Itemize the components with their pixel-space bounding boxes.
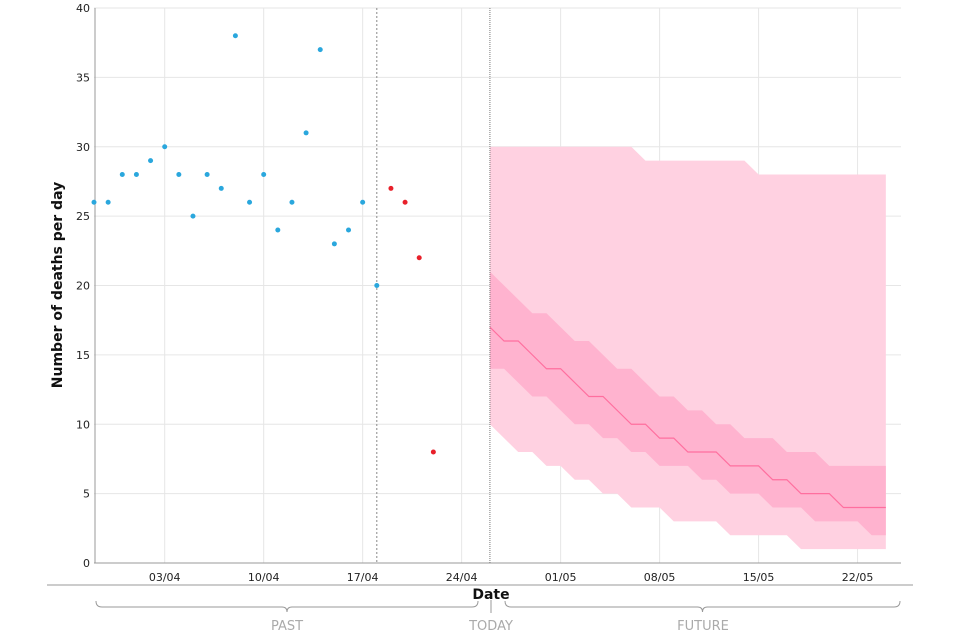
observed-point (261, 172, 267, 177)
y-tick-label: 20 (76, 280, 90, 293)
y-tick-label: 35 (76, 71, 90, 84)
x-tick-label: 15/05 (743, 571, 775, 584)
future-section-label: FUTURE (677, 619, 729, 634)
observed-point (374, 283, 380, 288)
observed-point (133, 172, 139, 177)
observed-point (105, 199, 111, 205)
x-tick-label: 22/05 (842, 571, 874, 584)
y-tick-label: 5 (83, 488, 90, 501)
observed-point (275, 227, 281, 233)
outer-forecast-band (489, 146, 886, 550)
observed-point (218, 185, 224, 191)
observed-point (331, 241, 337, 247)
observed-point (176, 172, 182, 177)
y-tick-label: 0 (83, 557, 90, 570)
observed-point (190, 213, 196, 219)
median-forecast-line (489, 326, 886, 509)
x-axis-title: Date (472, 587, 509, 603)
recent-point (416, 255, 422, 261)
x-tick-label: 03/04 (149, 571, 181, 584)
x-tick-label: 08/05 (644, 571, 676, 584)
y-tick-label: 40 (76, 2, 90, 15)
observed-point (204, 172, 210, 177)
inner-forecast-band (489, 271, 886, 536)
past-section-label: PAST (271, 619, 303, 634)
past-brace (95, 600, 479, 613)
observed-point (346, 227, 352, 233)
observed-point (148, 158, 154, 164)
x-tick-label: 01/05 (545, 571, 577, 584)
observed-point (119, 172, 125, 177)
observed-point (232, 33, 238, 39)
recent-point (388, 185, 394, 191)
observed-point (360, 199, 366, 205)
y-tick-label: 25 (76, 210, 90, 223)
future-brace (504, 600, 901, 613)
y-axis-title: Number of deaths per day (50, 182, 66, 388)
observed-point (317, 47, 323, 53)
observed-point (91, 199, 97, 205)
x-tick-label: 10/04 (248, 571, 280, 584)
observed-point (162, 144, 168, 150)
y-tick-label: 10 (76, 418, 90, 431)
x-tick-label: 24/04 (446, 571, 478, 584)
recent-point (430, 449, 436, 455)
y-tick-label: 30 (76, 141, 90, 154)
observed-point (289, 199, 295, 205)
today-section-label: TODAY (468, 619, 513, 634)
recent-point (402, 199, 408, 205)
x-tick-label: 17/04 (347, 571, 379, 584)
observed-point (303, 130, 309, 136)
observed-point (247, 199, 253, 205)
y-tick-label: 15 (76, 349, 90, 362)
